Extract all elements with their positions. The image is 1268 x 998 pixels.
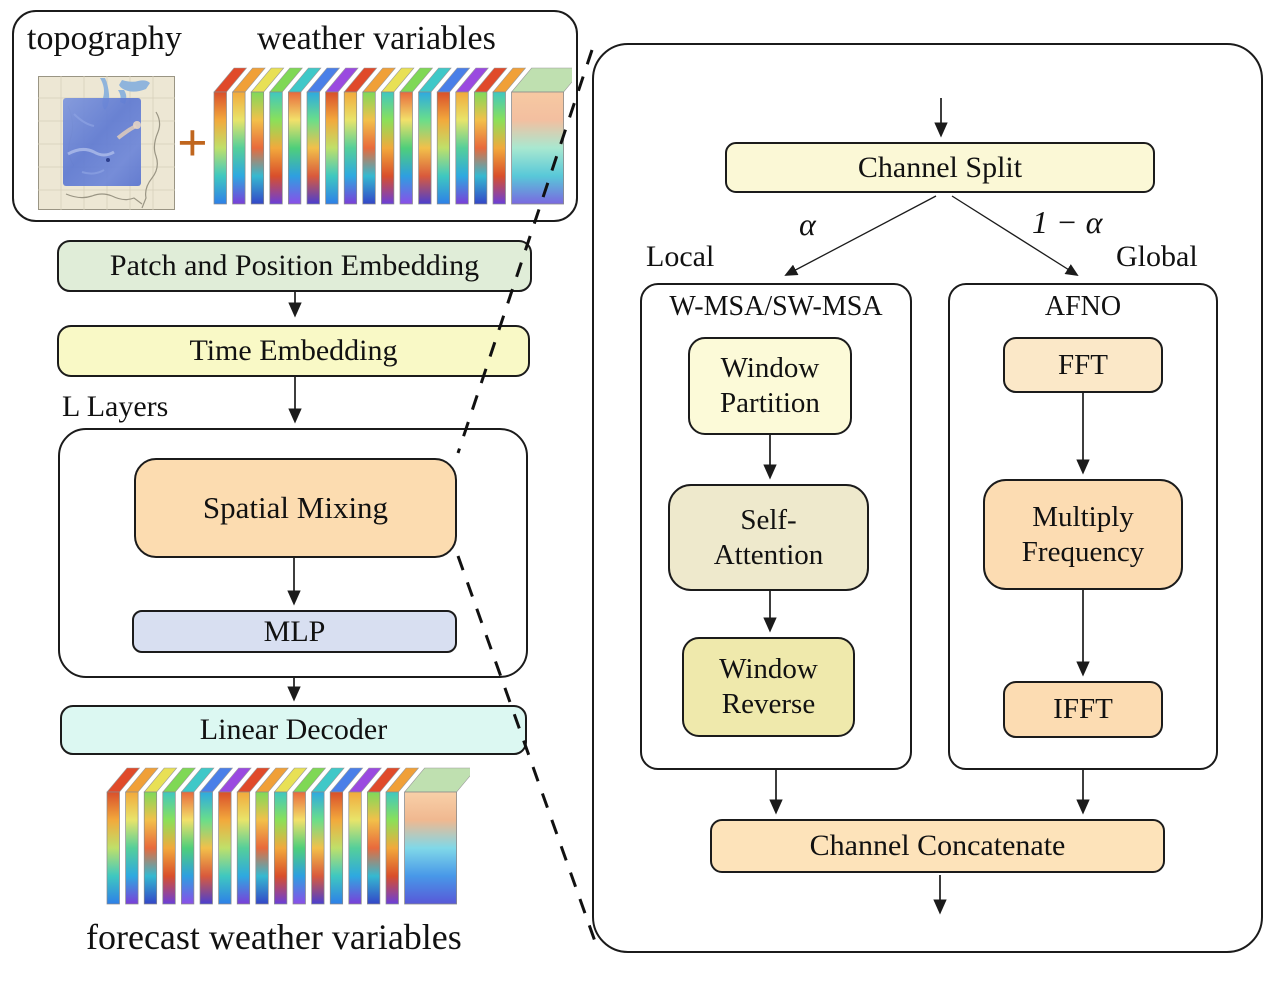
wmsa-heading: W-MSA/SW-MSA: [669, 291, 883, 322]
forecast-weather-variables-label: forecast weather variables: [86, 917, 462, 957]
channel-split-box: Channel Split: [725, 142, 1155, 193]
layers-container-box: [58, 428, 528, 678]
time-embedding-label: Time Embedding: [189, 334, 398, 367]
local-label: Local: [646, 240, 715, 273]
self-attention-label-line1: Self-: [740, 503, 797, 536]
spatial-mixing-box: Spatial Mixing: [134, 458, 457, 558]
window-partition-label-line2: Partition: [720, 387, 820, 419]
multiply-frequency-label-line1: Multiply: [1032, 500, 1134, 533]
channel-split-label: Channel Split: [857, 150, 1023, 184]
input-weather-stack-image: [213, 67, 572, 205]
ifft-label: IFFT: [1053, 693, 1113, 726]
self-attention-label-line2: Attention: [713, 538, 824, 571]
spatial-mixing-label: Spatial Mixing: [202, 490, 389, 526]
channel-concatenate-box: Channel Concatenate: [710, 819, 1165, 873]
local-branch-box: [640, 283, 912, 770]
one-minus-alpha-label: 1 − α: [1032, 204, 1103, 240]
topography-map-image: [38, 76, 175, 210]
linear-decoder-box: Linear Decoder: [60, 705, 527, 755]
window-reverse-label-line2: Reverse: [721, 688, 816, 720]
window-reverse-label-line1: Window: [719, 653, 818, 686]
global-label: Global: [1116, 240, 1198, 273]
topography-label: topography: [27, 20, 182, 57]
fft-label: FFT: [1058, 348, 1108, 381]
plus-sign: +: [177, 113, 208, 173]
global-branch-box: [948, 283, 1218, 770]
afno-heading: AFNO: [1044, 291, 1122, 322]
mlp-label: MLP: [263, 614, 326, 648]
mlp-box: MLP: [132, 610, 457, 653]
window-partition-box: Window Partition: [688, 337, 852, 435]
patch-position-embedding-box: Patch and Position Embedding: [57, 240, 532, 292]
linear-decoder-label: Linear Decoder: [199, 713, 388, 746]
multiply-frequency-box: Multiply Frequency: [983, 479, 1183, 590]
multiply-frequency-label-line2: Frequency: [1021, 535, 1145, 568]
fft-box: FFT: [1003, 337, 1163, 393]
self-attention-box: Self- Attention: [668, 484, 869, 591]
window-reverse-box: Window Reverse: [682, 637, 855, 737]
weather-variables-label: weather variables: [257, 20, 496, 57]
channel-concatenate-label: Channel Concatenate: [809, 829, 1066, 862]
ifft-box: IFFT: [1003, 681, 1163, 738]
forecast-weather-stack-image: [106, 767, 470, 905]
l-layers-label: L Layers: [62, 390, 169, 423]
spatial-mixing-detail-panel: [592, 43, 1263, 953]
patch-position-embedding-label: Patch and Position Embedding: [109, 249, 480, 282]
alpha-label: α: [799, 206, 816, 242]
window-partition-label-line1: Window: [720, 352, 820, 385]
time-embedding-box: Time Embedding: [57, 325, 530, 377]
